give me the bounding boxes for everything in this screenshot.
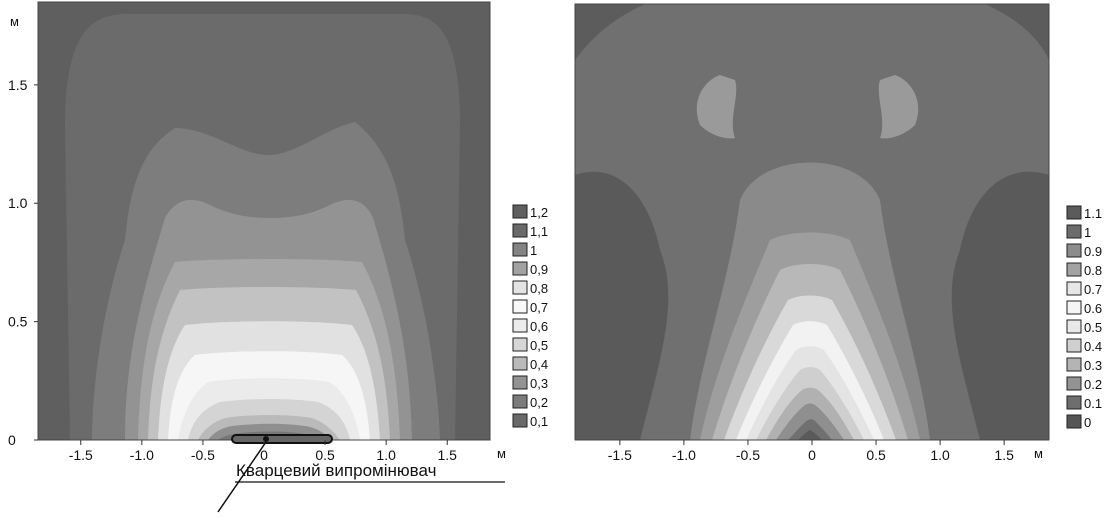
right-legend-swatch [1066, 414, 1082, 429]
right-legend-swatch [1066, 395, 1082, 410]
left-x-tick-label: 0 [260, 447, 268, 463]
right-legend-label: 0.5 [1084, 320, 1102, 335]
left-legend-swatch [512, 375, 528, 390]
left-x-tick-label: -0.5 [191, 447, 215, 463]
left-x-unit: м [497, 446, 506, 461]
right-x-tick-label: -1.5 [608, 447, 632, 463]
left-y-tick-label: 1.5 [8, 77, 28, 93]
right-x-tick-label: -0.5 [736, 447, 760, 463]
left-legend-swatch [512, 318, 528, 333]
right-legend-swatch [1066, 357, 1082, 372]
right-x-tick-label: 1.5 [994, 447, 1014, 463]
left-legend-label: 0,5 [530, 338, 548, 353]
left-x-ticks: -1.5 -1.0 -0.5 0 0.5 1.0 1.5 [69, 440, 457, 463]
right-legend-label: 0.4 [1084, 339, 1102, 354]
left-legend-label: 0,4 [530, 357, 548, 372]
left-y-tick-label: 1.0 [8, 195, 28, 211]
left-legend-label: 0,6 [530, 319, 548, 334]
left-legend-label: 0,9 [530, 262, 548, 277]
left-legend-label: 0,1 [530, 414, 548, 429]
right-legend-label: 0 [1084, 415, 1091, 430]
left-legend-swatch [512, 394, 528, 409]
left-legend-swatch [512, 356, 528, 371]
right-legend-swatch [1066, 224, 1082, 239]
left-legend-label: 0,8 [530, 281, 548, 296]
left-x-tick-label: -1.5 [69, 447, 93, 463]
left-legend-swatch [512, 223, 528, 238]
right-legend-swatch [1066, 319, 1082, 334]
left-plot-area [37, 1, 491, 441]
left-x-tick-label: 1.5 [438, 447, 458, 463]
left-legend-swatch [512, 204, 528, 219]
right-plot-area [574, 3, 1050, 441]
right-legend-label: 0.9 [1084, 244, 1102, 259]
right-legend-swatch [1066, 300, 1082, 315]
left-legend-swatch [512, 280, 528, 295]
left-legend: 1,2 1,1 1 0,9 0,8 0,7 0,6 0,5 0,4 0,3 0,2 0,1 [512, 204, 548, 429]
right-legend-swatch [1066, 262, 1082, 277]
right-legend-label: 1 [1084, 225, 1091, 240]
right-legend-label: 0.8 [1084, 263, 1102, 278]
left-legend-swatch [512, 413, 528, 428]
right-legend-label: 0.6 [1084, 301, 1102, 316]
left-legend-label: 0,3 [530, 376, 548, 391]
left-legend-label: 1,1 [530, 224, 548, 239]
right-legend-swatch [1066, 281, 1082, 296]
right-legend-label: 0.1 [1084, 396, 1102, 411]
left-x-tick-label: 0.5 [315, 447, 335, 463]
right-x-tick-label: 1.0 [930, 447, 950, 463]
right-legend-swatch [1066, 376, 1082, 391]
left-y-unit: м [10, 14, 19, 29]
left-legend-swatch [512, 299, 528, 314]
annotation-leader [217, 441, 267, 513]
right-x-tick-label: -1.0 [672, 447, 696, 463]
left-chart: Кварцевий випромінювач 00.51.01.5 -1.5 -1… [8, 1, 548, 513]
left-legend-label: 1 [530, 243, 537, 258]
right-legend-label: 0.3 [1084, 358, 1102, 373]
annotation: Кварцевий випромінювач [217, 441, 505, 513]
left-legend-swatch [512, 261, 528, 276]
right-x-ticks: -1.5 -1.0 -0.5 0 0.5 1.0 1.5 [608, 440, 1014, 463]
annotation-label: Кварцевий випромінювач [236, 461, 436, 480]
right-x-tick-label: 0.5 [866, 447, 886, 463]
right-legend-swatch [1066, 205, 1082, 220]
right-x-unit: м [1034, 446, 1043, 461]
right-legend-swatch [1066, 338, 1082, 353]
right-legend-label: 0.7 [1084, 282, 1102, 297]
left-legend-swatch [512, 242, 528, 257]
left-y-tick-label: 0 [8, 432, 16, 448]
emitter-bar [231, 434, 333, 444]
right-legend-label: 1.1 [1084, 206, 1102, 221]
left-legend-label: 1,2 [530, 205, 548, 220]
left-legend-swatch [512, 337, 528, 352]
left-legend-label: 0,7 [530, 300, 548, 315]
right-legend-label: 0.2 [1084, 377, 1102, 392]
right-x-tick-label: 0 [808, 447, 816, 463]
left-y-tick-label: 0.5 [8, 314, 28, 330]
right-legend: 1.1 1 0.9 0.8 0.7 0.6 0.5 0.4 0.3 0.2 0.1 0 [1066, 205, 1102, 430]
left-legend-label: 0,2 [530, 395, 548, 410]
left-y-ticks: 0 0.5 1.0 1.5 [8, 77, 38, 448]
left-x-tick-label: -1.0 [130, 447, 154, 463]
right-legend-swatch [1066, 243, 1082, 258]
left-x-tick-label: 1.0 [376, 447, 396, 463]
right-chart: -1.5 -1.0 -0.5 0 0.5 1.0 1.5 м 1.1 1 0.9 0.8 0.7 0.… [574, 3, 1102, 463]
